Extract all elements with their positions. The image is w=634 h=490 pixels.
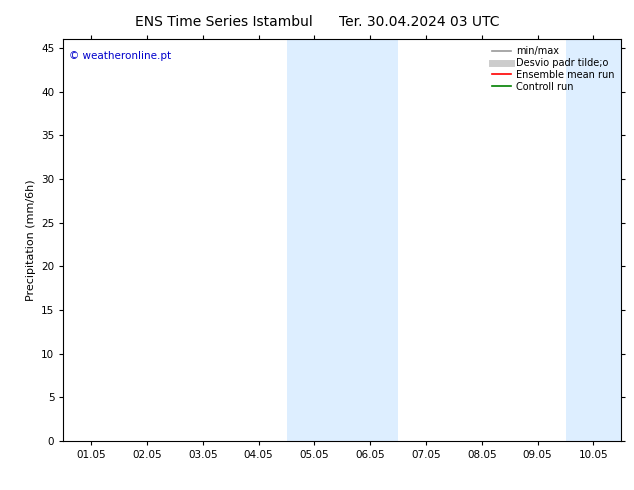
Bar <box>566 39 634 441</box>
Legend: min/max, Desvio padr tilde;o, Ensemble mean run, Controll run: min/max, Desvio padr tilde;o, Ensemble m… <box>489 44 616 94</box>
Text: © weatheronline.pt: © weatheronline.pt <box>69 51 171 61</box>
Text: ENS Time Series Istambul      Ter. 30.04.2024 03 UTC: ENS Time Series Istambul Ter. 30.04.2024… <box>135 15 499 29</box>
Y-axis label: Precipitation (mm/6h): Precipitation (mm/6h) <box>25 179 36 301</box>
Bar <box>287 39 398 441</box>
